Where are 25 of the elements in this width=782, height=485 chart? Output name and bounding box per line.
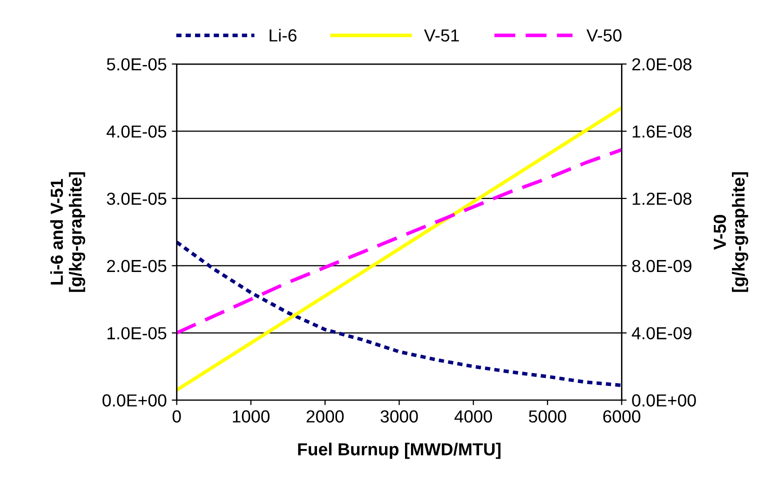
y2-tick-label: 8.0E-09 [632, 260, 692, 272]
x-tick-label: 0 [172, 410, 181, 423]
legend-label: V-50 [586, 29, 622, 42]
y2-tick-label: 1.2E-08 [632, 192, 692, 205]
legend-label: V-51 [424, 29, 459, 42]
x-tick-label: 1000 [232, 410, 270, 423]
y2-tick-label: 2.0E-08 [632, 58, 692, 70]
x-tick-label: 4000 [454, 410, 492, 423]
x-tick-label: 6000 [603, 410, 640, 423]
y2-tick-label: 4.0E-09 [632, 327, 692, 340]
y2-tick-label: 1.6E-08 [632, 125, 692, 138]
y-tick-label: 3.0E-05 [106, 192, 166, 205]
x-axis-title: Fuel Burnup [MWD/MTU] [298, 442, 500, 459]
y-tick-label: 5.0E-05 [106, 58, 166, 70]
y2-axis-title: V-50 [g/kg-graphite] [714, 172, 748, 292]
y-tick-label: 0.0E+00 [102, 394, 166, 407]
x-tick-label: 5000 [528, 410, 566, 423]
y2-tick-label: 0.0E+00 [632, 394, 696, 407]
y-tick-label: 2.0E-05 [107, 260, 166, 272]
legend-label: Li-6 [270, 28, 296, 42]
x-tick-label: 3000 [380, 410, 418, 423]
y-tick-label: 1.0E-05 [108, 327, 166, 340]
y-tick-label: 4.0E-05 [106, 125, 166, 138]
y-axis-title: Li-6 and V-51 [g/kg-graphite] [50, 172, 86, 292]
x-tick-label: 2000 [306, 410, 344, 423]
